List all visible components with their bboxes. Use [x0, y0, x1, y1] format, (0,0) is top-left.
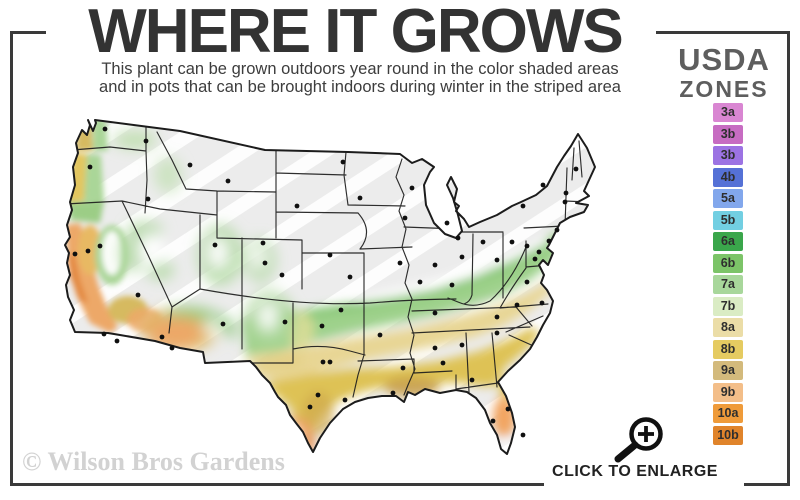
zone-swatch-10a: 10a [713, 404, 743, 423]
zone-swatch-6a: 6a [713, 232, 743, 251]
zone-swatch-3b-2: 3b [713, 146, 743, 165]
zone-swatch-7a: 7a [713, 275, 743, 294]
striped-overwinter-area [65, 120, 595, 454]
watermark: © Wilson Bros Gardens [22, 447, 285, 476]
zone-legend: 3a 3b 3b 4b 5a 5b 6a 6b 7a 7b 8a 8b 9a 9… [713, 103, 743, 447]
frame-bottom-right-segment [744, 483, 790, 486]
zone-swatch-10b: 10b [713, 425, 743, 445]
zone-swatch-9a: 9a [713, 361, 743, 380]
zone-swatch-3b: 3b [713, 124, 743, 144]
page-title: WHERE IT GROWS [88, 0, 623, 66]
map-fill-layers [65, 120, 595, 454]
zone-swatch-9b: 9b [713, 382, 743, 402]
frame-bottom-left-segment [10, 483, 544, 486]
zone-swatch-3a: 3a [713, 103, 743, 122]
state-borders [65, 120, 589, 398]
zone-swatch-4b: 4b [713, 167, 743, 187]
magnifier-plus-icon[interactable] [605, 403, 675, 463]
frame-top-left-segment [10, 31, 46, 34]
subtitle-line-1: This plant can be grown outdoors year ro… [101, 60, 619, 78]
frame-left [10, 31, 13, 486]
city-dots [72, 126, 579, 438]
west-coast-regions [66, 120, 163, 333]
frame-top-right-segment [656, 31, 790, 34]
zone-swatch-8b: 8b [713, 339, 743, 359]
usda-label: USDA [678, 42, 770, 77]
frame-right [787, 31, 790, 486]
subtitle: This plant can be grown outdoors year ro… [40, 60, 680, 96]
us-zone-map-svg [64, 119, 596, 455]
us-outline [64, 119, 596, 455]
zone-swatch-8a: 8a [713, 318, 743, 337]
zones-label: ZONES [679, 76, 769, 102]
usda-zones-heading: USDA ZONES [668, 44, 780, 101]
us-zone-map[interactable] [60, 105, 660, 470]
zone-swatch-5b: 5b [713, 210, 743, 230]
zone-swatch-5a: 5a [713, 189, 743, 208]
zone-swatch-7b: 7b [713, 296, 743, 316]
zone-swatch-6b: 6b [713, 253, 743, 273]
subtitle-line-2: and in pots that can be brought indoors … [99, 78, 621, 96]
click-to-enlarge-label[interactable]: CLICK TO ENLARGE [552, 463, 718, 480]
